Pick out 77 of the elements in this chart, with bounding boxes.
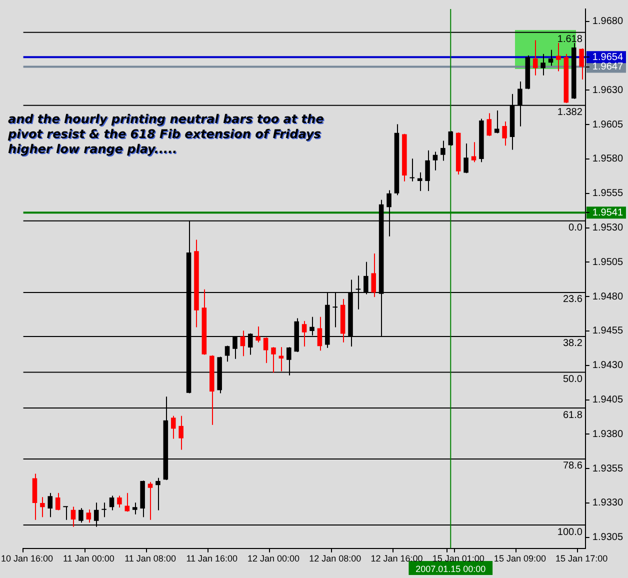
candlestick [40,496,45,518]
y-tick-label: 1.9305 [592,532,624,544]
candlestick [148,482,153,520]
candlestick [48,492,53,518]
y-tick-label: 1.9405 [592,394,624,406]
y-tick-label: 1.9430 [592,360,624,372]
y-tick-label: 1.9680 [592,16,624,28]
candlestick [548,50,554,66]
annotation: 0.0 [568,222,583,234]
candlestick [224,346,230,362]
candlestick [579,48,584,80]
candlestick [271,347,276,373]
candlestick [440,140,446,161]
candlestick [70,506,76,527]
annotation: 50.0 [562,374,583,386]
candlestick [556,42,561,72]
candlestick [170,416,176,439]
candlestick [256,326,260,342]
y-tick-label: 1.9480 [592,291,624,302]
candlestick [302,320,307,347]
x-tick-label: 11 Jan 08:00 [124,553,176,564]
annotation: 78.6 [562,460,583,472]
y-tick-label: 1.9630 [592,84,624,96]
candlestick [78,508,84,523]
x-tick-label: 15 Jan 01:00 [432,553,484,564]
candlestick [494,110,500,134]
x-tick-label: 11 Jan 16:00 [186,553,238,564]
x-tick-label: 12 Jan 00:00 [247,553,300,564]
candlestick [109,496,114,510]
candlestick [317,316,322,351]
candlestick [410,158,415,182]
candlestick [178,416,184,450]
candlestick [132,502,138,514]
x-tick-label: 11 Jan 00:00 [62,553,114,564]
candlestick [432,152,438,170]
candlestick [240,330,246,356]
x-tick-label: 15 Jan 17:00 [556,553,608,564]
x-tick-label: 12 Jan 08:00 [309,553,362,564]
candlestick [448,130,454,146]
candlestick [124,492,130,512]
annotation: 61.8 [562,410,583,421]
y-tick-label: 1.9330 [592,498,624,509]
candlestick [464,143,468,174]
annotation: 38.2 [562,338,583,350]
y-tick-label: 1.9605 [592,119,624,130]
annotation: 100.0 [557,526,583,538]
candlestick [102,502,106,518]
y-tick-label: 1.9380 [592,428,624,440]
x-tick-label: 2007.01.15 00:00 [416,564,486,574]
candlestick [425,150,430,192]
candlestick [86,509,92,523]
candlestick [263,337,268,364]
annotation: and the hourly printing neutral bars too at the pivot resist & the 618 Fib extension of Fridays higher low range play..... [8,112,325,157]
y-tick-label: 1.9654 [592,52,624,63]
y-tick-label: 1.9555 [592,188,624,200]
y-tick-label: 1.9505 [592,256,624,268]
y-tick-label: 1.9355 [592,463,624,474]
x-tick-label: 15 Jan 09:00 [494,553,546,564]
candlestick [371,253,376,298]
candlestick [486,113,492,136]
candlestick [532,40,538,76]
candlestick [471,142,476,162]
annotation: 23.6 [562,294,583,306]
candlestick [55,492,60,510]
candlestick [540,54,546,76]
candlestick [502,121,507,146]
y-tick-label: 1.9530 [592,222,624,234]
y-tick-label: 1.9647 [592,62,624,73]
y-tick-label: 1.9455 [592,326,624,337]
annotation: 1.382 [557,107,583,118]
x-tick-label: 12 Jan 16:00 [370,553,423,564]
x-tick-label: 10 Jan 16:00 [1,553,54,564]
y-tick-label: 1.9541 [592,207,624,218]
candlestick [156,478,160,510]
y-tick-label: 1.9580 [592,154,624,165]
candlestick [117,496,122,508]
candlestick [63,506,68,520]
